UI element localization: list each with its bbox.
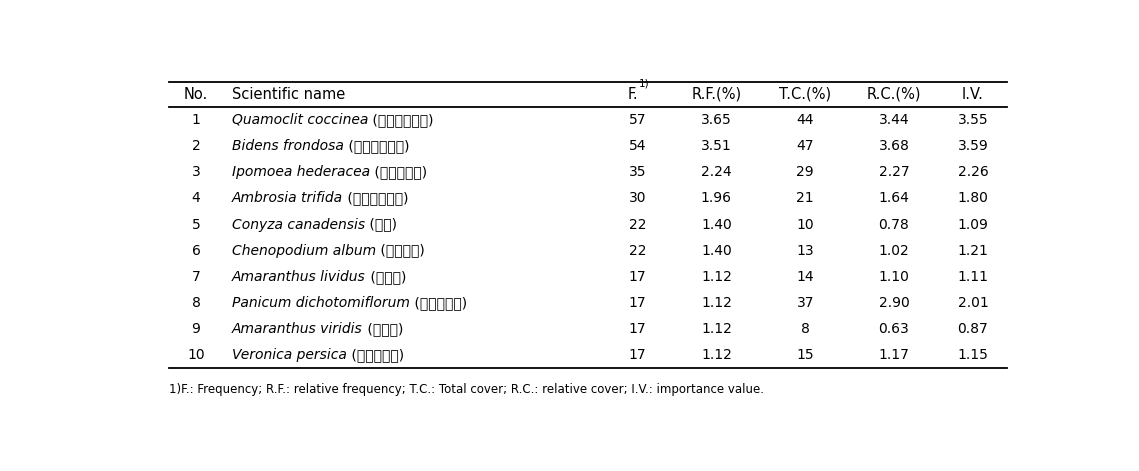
Text: R.F.(%): R.F.(%) — [691, 87, 741, 102]
Text: 7: 7 — [191, 270, 200, 284]
Text: 17: 17 — [629, 296, 646, 310]
Text: 9: 9 — [191, 322, 200, 336]
Text: 1.12: 1.12 — [700, 296, 732, 310]
Text: 13: 13 — [796, 244, 814, 258]
Text: Quamoclit coccinea: Quamoclit coccinea — [232, 113, 368, 127]
Text: 1.96: 1.96 — [700, 191, 732, 205]
Text: 1.02: 1.02 — [878, 244, 909, 258]
Text: 0.78: 0.78 — [878, 218, 909, 232]
Text: 2.90: 2.90 — [878, 296, 909, 310]
Text: 1)F.: Frequency; R.F.: relative frequency; T.C.: Total cover; R.C.: relative cov: 1)F.: Frequency; R.F.: relative frequenc… — [169, 383, 764, 396]
Text: 35: 35 — [629, 165, 646, 179]
Text: 14: 14 — [796, 270, 814, 284]
Text: 22: 22 — [629, 218, 646, 232]
Text: 3.51: 3.51 — [700, 139, 731, 153]
Text: 3.55: 3.55 — [958, 113, 989, 127]
Text: 1.10: 1.10 — [878, 270, 909, 284]
Text: (단풍잎나팔꽃): (단풍잎나팔꽃) — [343, 191, 409, 205]
Text: (미국나팔꽃): (미국나팔꽃) — [370, 165, 427, 179]
Text: (미국가막사리): (미국가막사리) — [344, 139, 409, 153]
Text: 8: 8 — [801, 322, 810, 336]
Text: 8: 8 — [191, 296, 200, 310]
Text: (청비름): (청비름) — [362, 322, 403, 336]
Text: I.V.: I.V. — [962, 87, 984, 102]
Text: 37: 37 — [796, 296, 814, 310]
Text: 5: 5 — [191, 218, 200, 232]
Text: (둥근잎유홍초): (둥근잎유홍초) — [368, 113, 434, 127]
Text: (개비름): (개비름) — [366, 270, 407, 284]
Text: 1.12: 1.12 — [700, 349, 732, 362]
Text: 1.17: 1.17 — [878, 349, 909, 362]
Text: 1.09: 1.09 — [958, 218, 989, 232]
Text: 1.21: 1.21 — [958, 244, 989, 258]
Text: 1.64: 1.64 — [878, 191, 909, 205]
Text: 30: 30 — [629, 191, 646, 205]
Text: (망초): (망초) — [366, 218, 398, 232]
Text: 1.40: 1.40 — [700, 218, 731, 232]
Text: 3.68: 3.68 — [878, 139, 909, 153]
Text: 21: 21 — [796, 191, 814, 205]
Text: 0.87: 0.87 — [958, 322, 989, 336]
Text: 1): 1) — [639, 79, 650, 89]
Text: 10: 10 — [187, 349, 205, 362]
Text: Scientific name: Scientific name — [232, 87, 345, 102]
Text: 17: 17 — [629, 322, 646, 336]
Text: (큰개불알풀): (큰개불알풀) — [346, 349, 404, 362]
Text: Ipomoea hederacea: Ipomoea hederacea — [232, 165, 370, 179]
Text: No.: No. — [183, 87, 208, 102]
Text: 1.11: 1.11 — [958, 270, 989, 284]
Text: T.C.(%): T.C.(%) — [779, 87, 831, 102]
Text: 1.80: 1.80 — [958, 191, 989, 205]
Text: 44: 44 — [796, 113, 814, 127]
Text: 3.59: 3.59 — [958, 139, 989, 153]
Text: 2: 2 — [191, 139, 200, 153]
Text: 54: 54 — [629, 139, 646, 153]
Text: Amaranthus viridis: Amaranthus viridis — [232, 322, 362, 336]
Text: Ambrosia trifida: Ambrosia trifida — [232, 191, 343, 205]
Text: 3: 3 — [191, 165, 200, 179]
Text: 2.27: 2.27 — [878, 165, 909, 179]
Text: 6: 6 — [191, 244, 200, 258]
Text: 22: 22 — [629, 244, 646, 258]
Text: 1: 1 — [191, 113, 200, 127]
Text: Conyza canadensis: Conyza canadensis — [232, 218, 366, 232]
Text: 15: 15 — [796, 349, 814, 362]
Text: Panicum dichotomiflorum: Panicum dichotomiflorum — [232, 296, 410, 310]
Text: 17: 17 — [629, 270, 646, 284]
Text: 4: 4 — [191, 191, 200, 205]
Text: 3.44: 3.44 — [878, 113, 909, 127]
Text: 1.12: 1.12 — [700, 322, 732, 336]
Text: 57: 57 — [629, 113, 646, 127]
Text: 0.63: 0.63 — [878, 322, 909, 336]
Text: 3.65: 3.65 — [700, 113, 731, 127]
Text: Bidens frondosa: Bidens frondosa — [232, 139, 344, 153]
Text: 47: 47 — [796, 139, 814, 153]
Text: 1.40: 1.40 — [700, 244, 731, 258]
Text: 2.24: 2.24 — [702, 165, 731, 179]
Text: Chenopodium album: Chenopodium album — [232, 244, 376, 258]
Text: (흰명아주): (흰명아주) — [376, 244, 425, 258]
Text: 2.26: 2.26 — [958, 165, 989, 179]
Text: 17: 17 — [629, 349, 646, 362]
Text: 1.12: 1.12 — [700, 270, 732, 284]
Text: Veronica persica: Veronica persica — [232, 349, 346, 362]
Text: F.: F. — [628, 87, 638, 102]
Text: Amaranthus lividus: Amaranthus lividus — [232, 270, 366, 284]
Text: 29: 29 — [796, 165, 814, 179]
Text: (미국개기장): (미국개기장) — [410, 296, 467, 310]
Text: 1.15: 1.15 — [958, 349, 989, 362]
Text: 2.01: 2.01 — [958, 296, 989, 310]
Text: R.C.(%): R.C.(%) — [867, 87, 921, 102]
Text: 10: 10 — [796, 218, 814, 232]
